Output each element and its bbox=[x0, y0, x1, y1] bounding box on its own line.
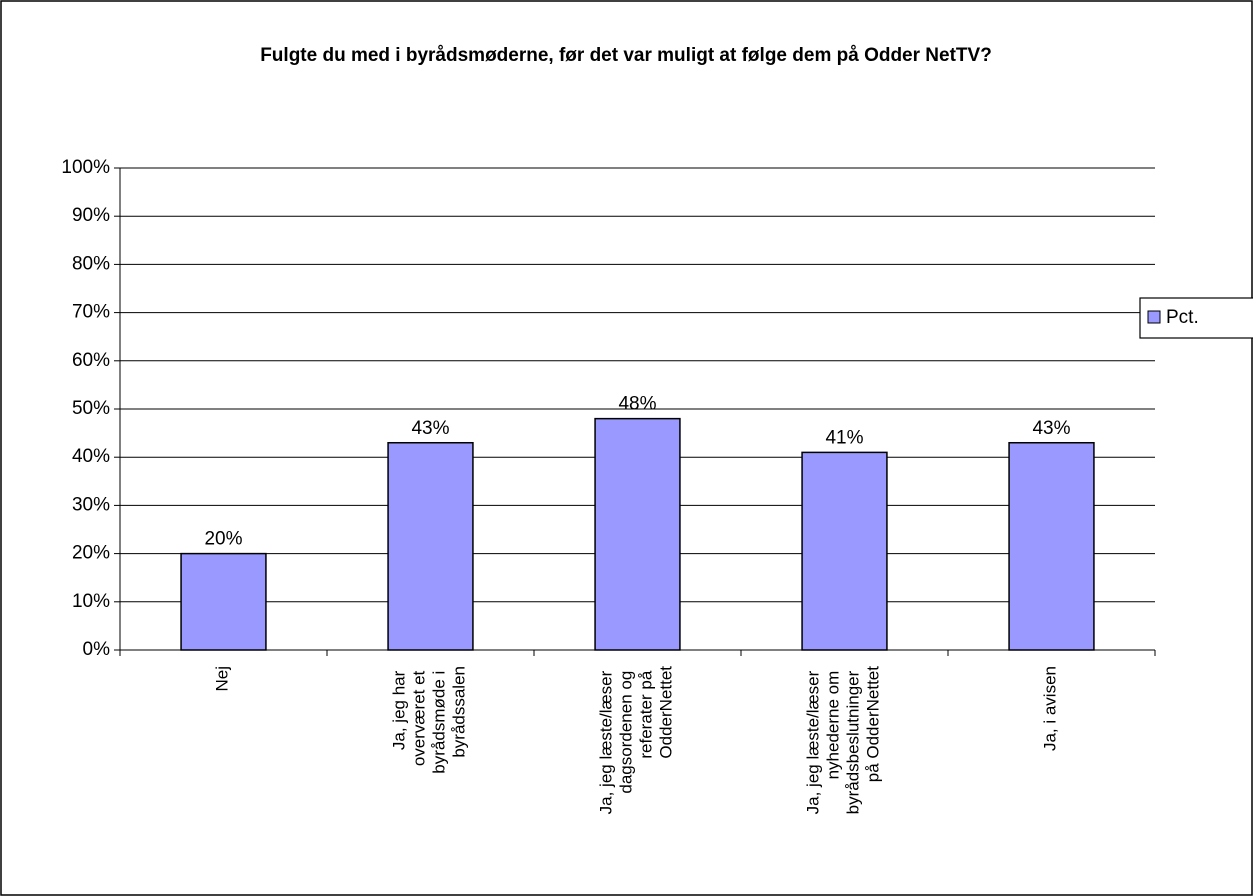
bar bbox=[180, 552, 267, 651]
x-tick-label: Ja, jeg har overværet et byrådsmøde i by… bbox=[390, 666, 469, 774]
data-label: 48% bbox=[618, 394, 656, 415]
y-tick-label: 100% bbox=[61, 157, 110, 178]
y-tick-label: 50% bbox=[72, 398, 110, 419]
y-tick-label: 80% bbox=[72, 253, 110, 274]
y-tick-label: 70% bbox=[72, 302, 110, 323]
x-tick-label-group: Ja, i avisen bbox=[1041, 666, 1060, 751]
y-tick-label: 30% bbox=[72, 494, 110, 515]
y-tick-label: 20% bbox=[72, 543, 110, 564]
y-tick-label: 40% bbox=[72, 446, 110, 467]
x-tick-label: Ja, jeg læste/læser dagsordenen og refer… bbox=[597, 666, 676, 815]
x-tick-label-group: Nej bbox=[213, 666, 232, 692]
x-tick-label-group: Ja, jeg læste/læser nyhederne om byrådsb… bbox=[804, 666, 883, 815]
data-label: 20% bbox=[204, 529, 242, 550]
bar bbox=[387, 441, 474, 651]
legend-swatch bbox=[1147, 310, 1161, 324]
data-label: 43% bbox=[1032, 418, 1070, 439]
y-tick-label: 10% bbox=[72, 591, 110, 612]
bar bbox=[1008, 441, 1095, 651]
data-label: 43% bbox=[411, 418, 449, 439]
x-tick-label: Nej bbox=[213, 666, 232, 692]
y-tick-label: 90% bbox=[72, 205, 110, 226]
data-label: 41% bbox=[825, 427, 863, 448]
legend-label: Pct. bbox=[1166, 307, 1199, 328]
bar bbox=[594, 417, 681, 651]
x-tick-label: Ja, jeg læste/læser nyhederne om byrådsb… bbox=[804, 666, 883, 815]
x-tick-label: Ja, i avisen bbox=[1041, 666, 1060, 751]
x-tick-label-group: Ja, jeg har overværet et byrådsmøde i by… bbox=[390, 666, 469, 774]
y-tick-label: 60% bbox=[72, 350, 110, 371]
chart-title: Fulgte du med i byrådsmøderne, før det v… bbox=[260, 45, 992, 66]
x-tick-label-group: Ja, jeg læste/læser dagsordenen og refer… bbox=[597, 666, 676, 815]
bar bbox=[801, 451, 888, 651]
y-tick-label: 0% bbox=[83, 639, 111, 660]
